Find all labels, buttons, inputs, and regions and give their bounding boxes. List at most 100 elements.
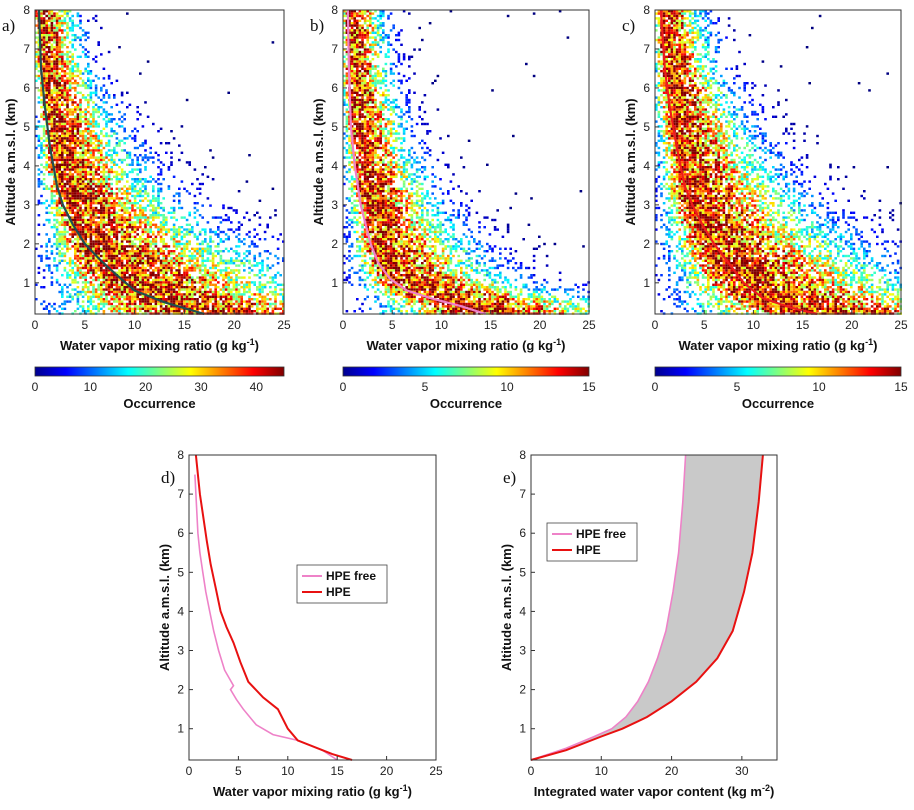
heatmap-cell (105, 110, 108, 114)
heatmap-cell (92, 120, 95, 123)
heatmap-cell (214, 278, 217, 282)
heatmap-cell (66, 60, 69, 63)
heatmap-cell (274, 214, 277, 217)
heatmap-cell (45, 94, 48, 97)
heatmap-cell (61, 120, 64, 123)
heatmap-cell (139, 240, 142, 243)
heatmap-cell (74, 89, 77, 92)
heatmap-cell (240, 293, 243, 296)
heatmap-cell (84, 170, 87, 174)
heatmap-cell (68, 29, 72, 32)
heatmap-cell (123, 274, 126, 277)
heatmap-cell (97, 156, 100, 159)
heatmap-cell (63, 240, 67, 243)
heatmap-cell (113, 259, 116, 262)
heatmap-cell (196, 307, 199, 310)
heatmap-cell (71, 168, 74, 171)
heatmap-cell (89, 216, 93, 219)
heatmap-cell (183, 269, 186, 272)
heatmap-cell (139, 199, 142, 202)
heatmap-cell (157, 190, 160, 193)
heatmap-cell (87, 235, 90, 238)
heatmap-cell (178, 295, 181, 298)
heatmap-cell (76, 12, 80, 15)
heatmap-cell (201, 269, 204, 272)
heatmap-cell (366, 86, 369, 90)
heatmap-cell (45, 146, 48, 150)
heatmap-cell (209, 228, 212, 231)
heatmap-cell (263, 286, 267, 289)
heatmap-cell (178, 288, 181, 291)
heatmap-cell (89, 298, 93, 301)
heatmap-cell (191, 283, 194, 286)
heatmap-cell (356, 22, 359, 25)
heatmap-cell (115, 257, 119, 260)
heatmap-cell (211, 266, 215, 270)
heatmap-cell (389, 70, 393, 73)
heatmap-cell (50, 62, 54, 66)
heatmap-cell (123, 288, 126, 291)
heatmap-cell (214, 264, 217, 267)
heatmap-cell (79, 26, 82, 30)
heatmap-cell (172, 230, 176, 234)
heatmap-cell (235, 293, 238, 296)
heatmap-cell (76, 286, 80, 289)
heatmap-cell (149, 271, 152, 274)
heatmap-cell (141, 206, 145, 210)
heatmap-cell (55, 29, 59, 32)
heatmap-cell (48, 55, 51, 58)
heatmap-cell (113, 247, 116, 250)
heatmap-cell (74, 170, 77, 174)
heatmap-cell (201, 293, 204, 296)
heatmap-cell (76, 192, 80, 195)
heatmap-cell (141, 182, 145, 186)
heatmap-cell (282, 293, 285, 296)
heatmap-cell (139, 163, 142, 166)
heatmap-cell (53, 178, 56, 181)
heatmap-cell (139, 180, 142, 183)
heatmap-cell (418, 26, 421, 30)
heatmap-cell (92, 250, 95, 253)
heatmap-cell (118, 197, 121, 200)
heatmap-cell (227, 276, 230, 279)
heatmap-cell (53, 96, 56, 99)
heatmap-cell (131, 278, 134, 282)
heatmap-cell (144, 180, 147, 183)
heatmap-cell (131, 283, 134, 286)
heatmap-cell (42, 17, 46, 20)
heatmap-cell (45, 79, 48, 82)
heatmap-cell (219, 310, 223, 313)
heatmap-cell (105, 257, 108, 260)
heatmap-cell (68, 170, 72, 174)
heatmap-cell (37, 223, 41, 226)
heatmap-cell (55, 122, 59, 126)
heatmap-cell (113, 300, 116, 303)
heatmap-cell (97, 142, 100, 145)
heatmap-cell (196, 264, 199, 267)
heatmap-cell (152, 178, 155, 181)
heatmap-cell (159, 228, 163, 231)
heatmap-cell (144, 276, 147, 279)
heatmap-cell (136, 295, 139, 298)
heatmap-cell (66, 271, 69, 274)
heatmap-cell (79, 226, 82, 229)
heatmap-cell (61, 62, 64, 66)
heatmap-cell (126, 12, 129, 15)
heatmap-cell (68, 55, 72, 58)
x-tick-label: 20 (228, 318, 242, 332)
heatmap-cell (211, 307, 215, 310)
heatmap-cell (107, 259, 111, 262)
heatmap-cell (68, 96, 72, 99)
heatmap-cell (258, 302, 262, 306)
heatmap-cell (128, 257, 132, 260)
heatmap-cell (81, 214, 85, 217)
heatmap-cell (276, 257, 280, 260)
heatmap-cell (48, 118, 51, 121)
heatmap-cell (139, 170, 142, 174)
heatmap-cell (175, 278, 178, 282)
heatmap-cell (50, 197, 54, 200)
heatmap-cell (120, 221, 124, 224)
heatmap-cell (188, 266, 191, 270)
heatmap-cell (115, 254, 119, 258)
heatmap-cell (87, 36, 90, 39)
